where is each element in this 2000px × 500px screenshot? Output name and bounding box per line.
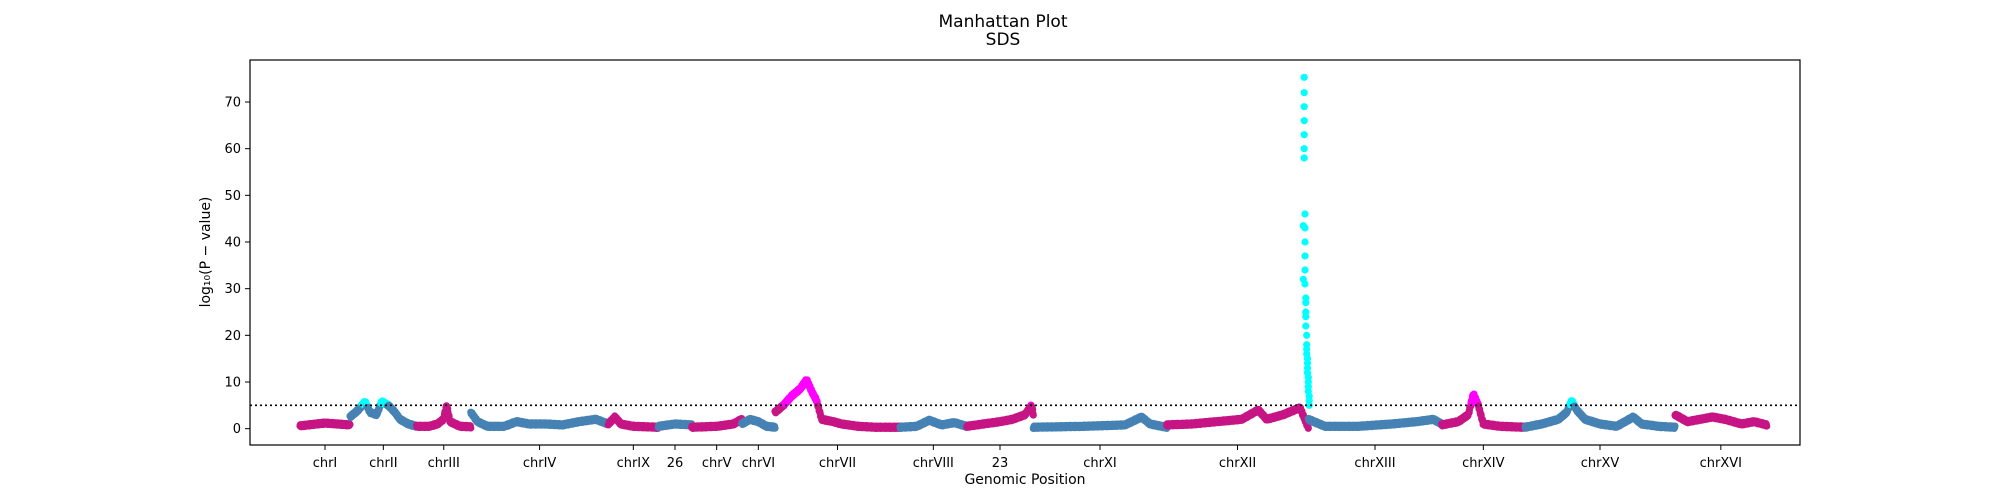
x-axis-ticks: chrI chrII chrIII chrIV chrIX 26 chrV chrVI chrV… [313,445,1742,471]
data-point [346,420,354,429]
data-points [296,73,1771,432]
x-tick-label: chrXIV [1462,456,1504,471]
chromosome-series-chrXIII [1304,414,1446,432]
y-tick-label: 30 [224,282,241,297]
plot-frame [249,59,1801,446]
x-tick-label: chrIV [523,456,557,471]
y-axis-label: log₁₀(P − value) [198,197,214,308]
x-tick-label: chrVI [742,456,775,471]
x-tick-label: chrXVI [1700,456,1742,471]
chromosome-series-chrXV [1521,397,1679,432]
x-tick-label: chrXV [1581,456,1620,471]
x-tick-label: chrXII [1219,456,1256,471]
y-tick-label: 70 [224,96,241,111]
peak-point [1301,280,1309,288]
data-point [1763,422,1771,430]
x-tick-label: chrXIII [1354,456,1395,471]
x-tick-label: chrII [369,456,397,471]
chromosome-series-chrVII [771,376,904,432]
peak-point [1301,224,1309,232]
peak-point [1300,145,1308,153]
data-point [1304,424,1312,432]
data-point [771,424,779,432]
chromosome-series-chrVI [738,414,779,432]
chromosome-series-chrII [346,397,421,431]
peak-point [1301,252,1309,260]
chart-subtitle: SDS [986,30,1021,50]
peak-point [1300,103,1308,111]
peak-point [1302,299,1310,307]
chromosome-series-chrV [688,415,746,432]
peak-point [1300,117,1308,125]
peak-point [1301,238,1309,246]
x-tick-label: chrIII [428,456,460,471]
x-tick-label: 23 [992,456,1009,471]
chromosome-series-chrIV [467,408,612,432]
y-tick-label: 60 [224,142,241,157]
data-point [467,424,475,432]
chromosome-series-chrVIII [896,415,971,432]
y-tick-label: 20 [224,329,241,344]
data-point [1671,422,1679,430]
chromosome-series-chrIII [413,402,475,432]
peak-point [1300,73,1308,81]
data-point [1029,411,1037,419]
chart-title: Manhattan Plot [938,12,1067,32]
peak-point [1302,322,1310,330]
x-tick-label: chrI [313,456,338,471]
peak-point [1300,131,1308,139]
chromosome-series-23 [963,401,1037,431]
chromosome-series-chrIX [604,412,662,432]
peak-point [1303,331,1311,339]
chromosome-series-chrI [296,418,354,431]
x-tick-label: chrXI [1083,456,1116,471]
y-axis-ticks: 0 10 20 30 40 50 60 70 [224,96,250,437]
x-axis-label: Genomic Position [964,472,1085,488]
x-tick-label: chrV [702,456,732,471]
y-tick-label: 0 [233,422,241,437]
peak-point [1305,401,1313,409]
x-tick-label: chrIX [617,456,651,471]
y-tick-label: 10 [224,376,241,391]
chromosome-series-chrXI [1029,412,1171,432]
chromosome-series-chrXII [1163,403,1312,432]
peak-point [1302,313,1310,321]
chromosome-series-chrXIV [1438,390,1529,432]
peak-point [1301,266,1309,274]
chromosome-series-chrXVI [1671,410,1771,430]
y-tick-label: 50 [224,189,241,204]
peak-point [1301,210,1309,218]
y-tick-label: 40 [224,236,241,251]
x-tick-label: chrVII [819,456,856,471]
x-tick-label: 26 [667,456,684,471]
peak-point [1300,89,1308,97]
x-tick-label: chrVIII [913,456,954,471]
chromosome-series-26 [654,419,696,432]
peak-series [1299,73,1313,409]
peak-point [1300,154,1308,162]
